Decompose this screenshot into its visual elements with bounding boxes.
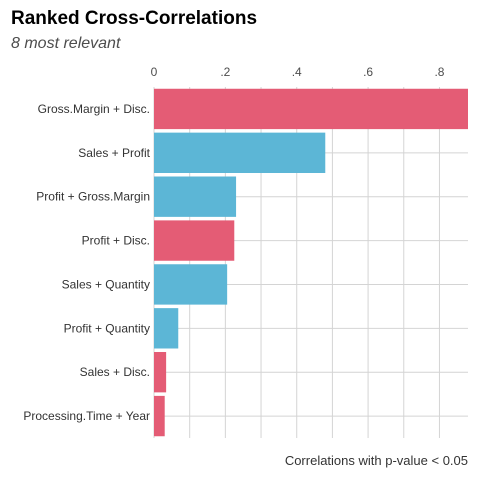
category-label: Processing.Time + Year bbox=[23, 409, 150, 423]
bar-profit-gross-margin bbox=[154, 177, 236, 217]
bar-sales-profit bbox=[154, 133, 325, 173]
category-labels: Gross.Margin + Disc. Sales + Profit Profit… bbox=[23, 102, 150, 423]
category-label: Sales + Disc. bbox=[80, 365, 150, 379]
category-label: Profit + Quantity bbox=[64, 321, 150, 335]
bar-profit-disc bbox=[154, 220, 234, 260]
bar-sales-disc bbox=[154, 352, 166, 392]
category-label: Profit + Disc. bbox=[82, 234, 150, 248]
x-tick-labels: 0 .2 .4 .6 .8 bbox=[151, 65, 445, 79]
bar-processing-time-year bbox=[154, 396, 165, 436]
bar-profit-quantity bbox=[154, 308, 178, 348]
category-label: Sales + Quantity bbox=[62, 277, 150, 291]
chart-caption: Correlations with p-value < 0.05 bbox=[285, 453, 468, 468]
bars bbox=[154, 89, 468, 436]
category-label: Gross.Margin + Disc. bbox=[38, 102, 150, 116]
x-tick-label: 0 bbox=[151, 65, 158, 79]
bar-gross-margin-disc bbox=[154, 89, 468, 129]
category-label: Profit + Gross.Margin bbox=[36, 190, 150, 204]
x-tick-label: .6 bbox=[363, 65, 373, 79]
x-tick-label: .2 bbox=[220, 65, 230, 79]
category-label: Sales + Profit bbox=[78, 146, 150, 160]
x-tick-label: .4 bbox=[292, 65, 302, 79]
bar-sales-quantity bbox=[154, 264, 227, 304]
x-tick-label: .8 bbox=[434, 65, 444, 79]
